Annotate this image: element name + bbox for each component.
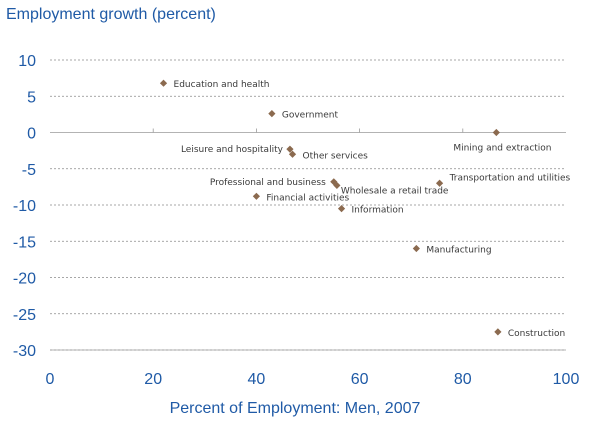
data-point [492,128,500,137]
point-label: Professional and business [210,178,326,188]
point-label: Education and health [174,80,270,90]
point-label: Information [352,206,404,216]
y-tick-label: 5 [27,89,36,106]
data-point [286,145,294,153]
x-tick-label: 60 [351,371,369,388]
y-tick-label: 10 [18,53,36,70]
x-tick-label: 40 [248,371,266,388]
x-axis-title: Percent of Employment: Men, 2007 [169,400,421,417]
data-point [268,110,276,118]
x-tick-label: 0 [46,371,55,388]
point-label: Wholesale a retail trade [341,186,449,196]
x-tick-label: 80 [454,371,472,388]
data-point [288,150,297,158]
point-label: Other services [303,151,369,161]
data-point [330,178,338,186]
point-label: Mining and extraction [453,144,551,154]
y-axis-title: Employment growth (percent) [6,6,216,23]
x-tick-label: 20 [144,371,162,388]
y-tick-label: -10 [13,198,36,215]
data-point [159,79,168,87]
data-point [333,181,341,190]
y-tick-label: -20 [13,271,36,288]
y-tick-label: -5 [22,162,36,179]
point-label: Government [282,111,339,121]
data-point [494,328,502,336]
y-tick-label: 0 [27,126,36,143]
x-tick-label: 100 [553,371,580,388]
point-label: Financial activities [266,193,349,203]
data-point [337,205,346,213]
y-tick-label: -25 [13,307,36,324]
y-tick-label: -30 [13,343,36,360]
data-point [252,192,260,200]
point-label: Leisure and hospitality [181,145,284,155]
y-tick-label: -15 [13,234,36,251]
point-label: Construction [508,329,565,339]
data-point [412,244,420,253]
point-label: Transportation and utilities [449,173,571,183]
point-label: Manufacturing [426,246,491,256]
data-point [435,179,444,187]
